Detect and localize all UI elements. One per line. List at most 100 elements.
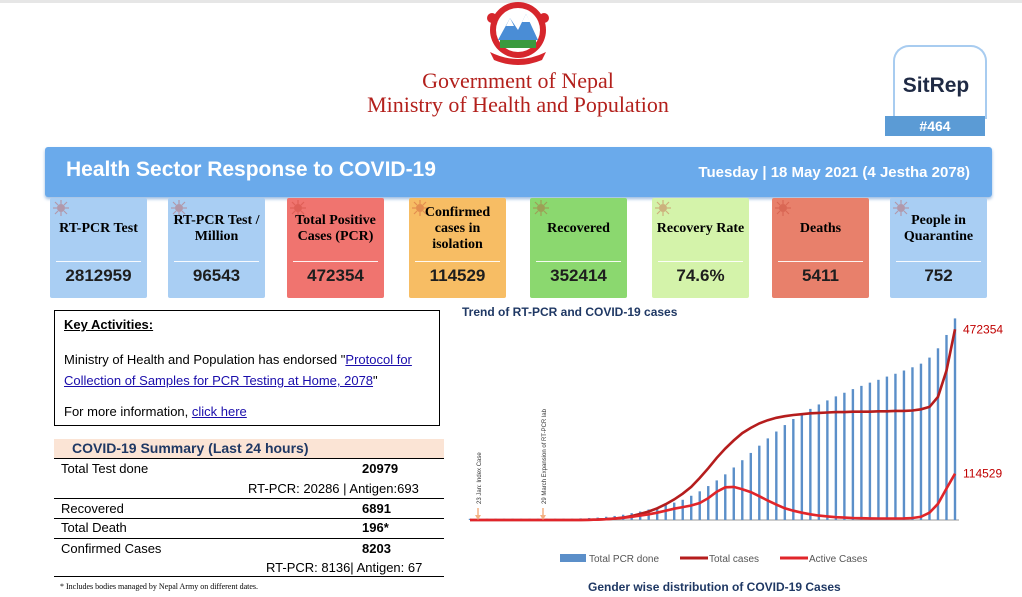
chart-title: Trend of RT-PCR and COVID-19 cases	[462, 305, 678, 319]
pcr-bar	[868, 382, 872, 520]
virus-icon	[655, 200, 671, 216]
stat-card-label: People in Quarantine	[903, 213, 974, 244]
end-label: 114529	[963, 467, 1002, 481]
pcr-bar	[690, 495, 693, 520]
banner	[45, 147, 992, 197]
summary-divider	[54, 498, 444, 499]
virus-icon	[893, 200, 909, 216]
stat-card-value: 2812959	[65, 266, 132, 285]
stat-card-label: RT-PCR Test / Million	[173, 213, 260, 244]
pcr-bar	[826, 400, 829, 520]
pcr-bar	[809, 408, 812, 520]
pcr-bar	[775, 431, 778, 520]
org-name-line2: Ministry of Health and Population	[367, 92, 669, 117]
annotation-label: 23 Jan: Index Case	[477, 452, 483, 504]
stat-card-divider	[896, 261, 981, 262]
pcr-bar	[673, 502, 676, 520]
pcr-bar	[877, 379, 880, 520]
virus-icon	[171, 200, 187, 216]
banner-title: Health Sector Response to COVID-19	[66, 158, 436, 181]
pcr-bar	[758, 445, 761, 520]
pcr-bar	[664, 505, 667, 520]
gender-chart-title: Gender wise distribution of COVID-19 Cas…	[588, 580, 841, 594]
top-border	[0, 0, 1022, 3]
confirmed-label: Confirmed Cases	[61, 541, 162, 556]
stat-card-value: 752	[924, 266, 953, 285]
stat-card: Recovered 352414	[530, 198, 627, 298]
summary-divider	[54, 538, 444, 539]
stat-card-divider	[536, 261, 621, 262]
stat-card-value: 114529	[429, 266, 486, 285]
more-info-line: For more information, click here	[64, 404, 247, 419]
virus-icon	[412, 200, 428, 216]
trend-chart: 472354 114529 23 Jan: Index Case 29 March E…	[468, 318, 1003, 565]
stat-card-value: 5411	[802, 266, 839, 285]
stat-card-label: Total Positive Cases (PCR)	[295, 213, 376, 244]
more-info-text: For more information,	[64, 404, 192, 419]
stat-card-label: Recovery Rate	[656, 221, 745, 236]
pcr-bar	[936, 348, 940, 520]
pcr-bar	[902, 370, 906, 520]
stat-card-divider	[658, 261, 743, 262]
stat-card-divider	[415, 261, 500, 262]
summary-divider	[54, 576, 444, 577]
pcr-bar	[724, 474, 727, 520]
virus-icon	[533, 200, 549, 216]
virus-icon	[290, 200, 306, 216]
pcr-bar	[749, 452, 752, 520]
legend-label: Total cases	[709, 554, 759, 565]
pcr-bar	[911, 367, 914, 520]
confirmed-breakdown: RT-PCR: 8136| Antigen: 67	[266, 560, 423, 575]
pcr-bar	[698, 491, 701, 520]
pcr-bar	[885, 376, 889, 520]
protocol-link[interactable]: Protocol for Collection of Samples for P…	[64, 352, 412, 388]
legend-label: Total PCR done	[589, 554, 659, 565]
death-value: 196*	[362, 520, 389, 535]
recovered-value: 6891	[362, 501, 391, 516]
pcr-bar	[732, 467, 735, 520]
org-name-line1: Government of Nepal	[422, 68, 614, 93]
summary-divider	[54, 518, 444, 519]
summary-divider	[54, 458, 444, 459]
nepal-emblem-icon	[487, 2, 549, 65]
key-activities-box	[54, 310, 440, 426]
stat-card-value: 74.6%	[676, 266, 725, 285]
click-here-link[interactable]: click here	[191, 404, 247, 419]
pcr-bar	[953, 318, 957, 520]
stat-card: People in Quarantine 752	[890, 198, 987, 298]
stat-card: Total Positive Cases (PCR) 472354	[287, 198, 384, 298]
stat-card-value: 352414	[550, 266, 607, 285]
key-activities-text-before: Ministry of Health and Population has en…	[64, 352, 346, 367]
stat-card-label: Deaths	[799, 221, 842, 236]
footnote: * Includes bodies managed by Nepal Army …	[60, 582, 259, 591]
stat-card: Deaths 5411	[772, 198, 869, 298]
stat-card-divider	[56, 261, 141, 262]
pcr-bar	[919, 363, 923, 520]
stat-card-divider	[293, 261, 378, 262]
stat-card-label: Recovered	[547, 221, 610, 236]
pcr-bar	[928, 357, 931, 520]
end-label: 472354	[963, 322, 1003, 336]
key-activities-text: Ministry of Health and Population has en…	[64, 349, 434, 391]
key-activities-title: Key Activities:	[64, 317, 154, 332]
total-test-label: Total Test done	[61, 461, 149, 476]
virus-icon	[53, 200, 69, 216]
stat-card-label: RT-PCR Test	[59, 221, 138, 236]
stat-card: Confirmed cases in isolation 114529	[409, 198, 506, 298]
annotation-arrowhead	[540, 515, 546, 520]
total-test-value: 20979	[362, 461, 399, 476]
pcr-bar	[766, 438, 770, 520]
pcr-bar	[792, 419, 795, 520]
banner-date: Tuesday | 18 May 2021 (4 Jestha 2078)	[698, 164, 970, 181]
key-activities-text-after: "	[373, 373, 378, 388]
annotation-arrowhead	[475, 515, 481, 520]
annotation-label: 29 March Expansion of RT-PCR lab	[542, 408, 548, 504]
virus-icon	[775, 200, 791, 216]
pcr-bar	[800, 413, 804, 520]
stat-card: Recovery Rate 74.6%	[652, 198, 749, 298]
stat-card-value: 96543	[192, 266, 241, 285]
pcr-bar	[707, 486, 710, 520]
pcr-bar	[860, 385, 863, 520]
pcr-bar	[843, 392, 846, 520]
stat-card: RT-PCR Test 2812959	[50, 198, 147, 298]
